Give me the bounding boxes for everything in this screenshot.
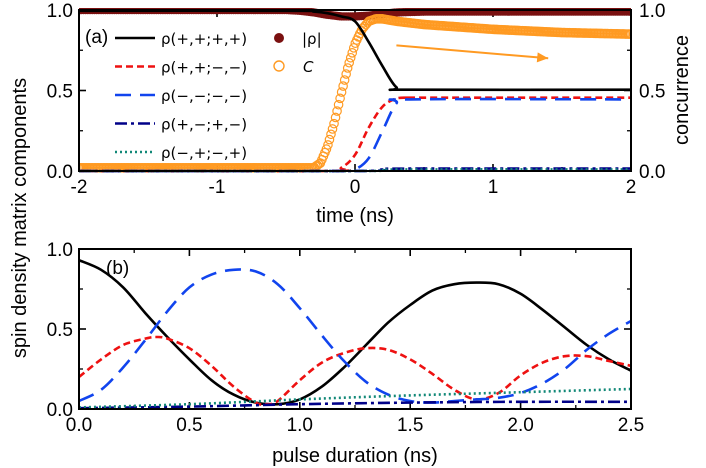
panel-a-x-tick-label: 0 — [350, 177, 361, 198]
concurrence-marker — [344, 57, 355, 68]
concurrence-marker — [342, 63, 353, 73]
panel-b-series-line — [79, 387, 631, 409]
panel-a-y2-tick-label: 0.0 — [639, 162, 665, 183]
panel-b-x-tick-label: 1.5 — [397, 415, 423, 436]
panel-a-frame — [78, 9, 632, 172]
panel-b-y-tick-label: 0.0 — [47, 400, 73, 421]
panel-b-series-line — [79, 268, 631, 404]
panel-a-x-tick-label: 1 — [488, 177, 499, 198]
concurrence-marker — [335, 93, 345, 104]
panel-b-y-tick-label: 0.5 — [47, 320, 73, 341]
concurrence-marker — [324, 134, 335, 145]
panel-a-y2-tick-label: 0.5 — [639, 82, 665, 103]
concurrence-marker — [326, 129, 336, 140]
legend-marker-concurrence — [273, 60, 285, 72]
panel-b-ticks: 0.0 0.5 1.0 1.5 2.0 2.5 0.0 0.5 1.0 — [47, 240, 645, 436]
panel-a-y2-tick-label: 1.0 — [639, 1, 665, 22]
legend-marker-abs-rho — [274, 33, 284, 43]
annotation-arrow-shaft — [396, 44, 549, 60]
panel-b-x-tick-label: 0.0 — [66, 415, 92, 436]
concurrence-marker — [347, 48, 358, 58]
panel-a-x-axis-title: time (ns) — [316, 205, 394, 227]
concurrence-marker — [330, 112, 341, 123]
concurrence-marker — [323, 140, 333, 150]
panel-b-x-tick-label: 0.5 — [176, 415, 202, 436]
annotation-arrow-head — [536, 52, 549, 63]
concurrence-marker — [321, 144, 332, 154]
legend-label: ρ(+,−;+,−) — [161, 116, 247, 134]
legend-label: ρ(+,+;−,−) — [161, 59, 247, 77]
panel-a-x-tick-label: -2 — [71, 177, 88, 198]
panel-a-legend: ρ(+,+;+,+) ρ(+,+;−,−) ρ(−,−;−,−) ρ(+,−;+,−)… — [115, 30, 322, 162]
panel-b-series — [79, 258, 631, 410]
panel-b-x-tick-label: 2.5 — [618, 415, 644, 436]
panel-a-series — [79, 8, 631, 173]
legend-label-concurrence: C — [303, 58, 314, 76]
panel-a-y-tick-label: 0.0 — [47, 162, 73, 183]
panel-a-label: (a) — [85, 27, 108, 48]
panel-a-y-tick-label: 0.5 — [47, 82, 73, 103]
right-y-axis-title: concurrence — [671, 35, 693, 145]
concurrence-marker — [345, 52, 356, 63]
panel-b-frame — [78, 248, 632, 410]
legend-label: ρ(−,+;−,+) — [161, 144, 247, 162]
concurrence-marker — [332, 106, 342, 116]
concurrence-marker — [333, 99, 344, 110]
legend-label: ρ(−,−;−,−) — [161, 87, 247, 105]
y-axis-title: spin density matrix components — [9, 78, 31, 358]
panel-a-y-tick-label: 1.0 — [47, 1, 73, 22]
concurrence-marker — [339, 75, 350, 85]
panel-b-series-line — [79, 335, 631, 406]
concurrence-marker — [336, 87, 347, 97]
concurrence-marker — [329, 118, 339, 129]
panel-b-x-tick-label: 2.0 — [507, 415, 533, 436]
panel-b: 0.0 0.5 1.0 1.5 2.0 2.5 0.0 0.5 1.0 (b) — [47, 240, 645, 436]
legend-label: ρ(+,+;+,+) — [161, 30, 247, 48]
concurrence-marker — [341, 69, 351, 79]
concurrence-marker — [327, 124, 338, 134]
legend-label-abs-rho: |ρ| — [302, 30, 322, 48]
panel-b-series-line — [79, 258, 631, 406]
panel-b-series-line — [79, 400, 631, 410]
panel-b-x-tick-label: 1.0 — [287, 415, 313, 436]
panel-a-x-tick-label: 2 — [626, 177, 637, 198]
panel-a-x-tick-label: -1 — [209, 177, 226, 198]
panel-b-y-tick-label: 1.0 — [47, 240, 73, 261]
concurrence-marker — [338, 81, 348, 91]
panel-a: -2 -1 0 1 20.00.51.00.00.51.0 (a) ρ(+,+;+,+)… — [47, 1, 666, 198]
panel-b-x-axis-title: pulse duration (ns) — [272, 445, 438, 467]
panel-b-label: (b) — [106, 258, 129, 279]
